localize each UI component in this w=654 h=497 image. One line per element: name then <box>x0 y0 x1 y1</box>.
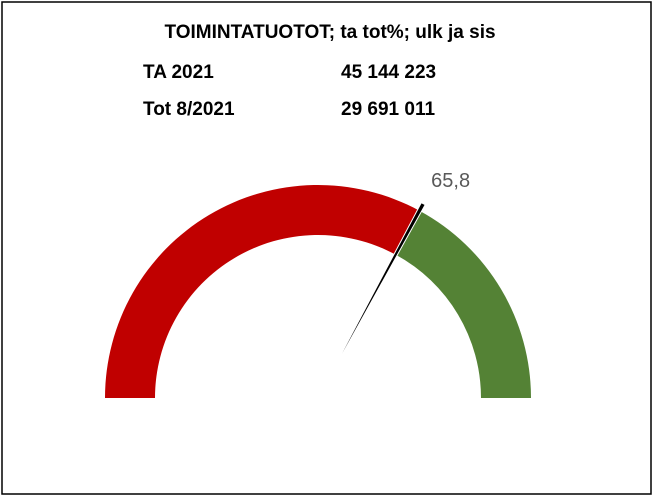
row-value: 29 691 011 <box>341 99 435 120</box>
chart-title: TOIMINTATUOTOT; ta tot%; ulk ja sis <box>164 22 495 43</box>
row-value: 45 144 223 <box>341 62 436 83</box>
gauge-rest-arc <box>395 210 531 398</box>
gauge-value-arc <box>105 184 420 398</box>
value-label: 65,8 <box>431 170 470 192</box>
row-label: Tot 8/2021 <box>143 99 235 120</box>
needle <box>317 201 426 399</box>
row-label: TA 2021 <box>143 62 214 83</box>
